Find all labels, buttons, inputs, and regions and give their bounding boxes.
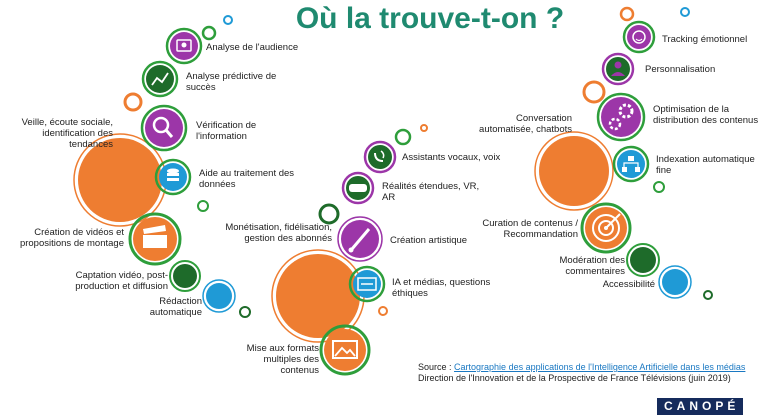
deco-ring bbox=[420, 124, 428, 132]
deco-ring bbox=[197, 200, 209, 212]
label-conversation: Conversation automatisée, chatbots bbox=[479, 113, 572, 135]
label-personnalisation: Personnalisation bbox=[645, 64, 716, 75]
bubble-predictive bbox=[141, 60, 179, 98]
label-assistants: Assistants vocaux, voix bbox=[402, 152, 501, 163]
deco-ring bbox=[223, 15, 233, 25]
page-title: Où la trouve-t-on ? bbox=[295, 2, 565, 35]
deco-ring bbox=[239, 306, 251, 318]
source-line-1: Source : Cartographie des applications d… bbox=[418, 362, 745, 373]
deco-ring bbox=[619, 6, 635, 22]
label-predictive: Analyse prédictive de succès bbox=[186, 71, 277, 93]
bubble-captation bbox=[169, 260, 201, 292]
canope-logo: CANOPÉ bbox=[657, 398, 744, 415]
label-accessibilite: Accessibilité bbox=[602, 279, 655, 290]
bubble-assistants bbox=[363, 140, 397, 174]
deco-ring bbox=[582, 80, 606, 104]
bubble-verification bbox=[140, 104, 188, 152]
bubble-conversation bbox=[534, 131, 614, 211]
source-link[interactable]: Cartographie des applications de l'Intel… bbox=[454, 362, 746, 372]
source-prefix: Source : bbox=[418, 362, 455, 372]
bubble-curation bbox=[580, 202, 632, 254]
label-formats: Mise aux formats multiples des contenus bbox=[246, 343, 319, 376]
label-moderation: Modération des commentaires bbox=[559, 255, 625, 277]
deco-ring bbox=[680, 7, 690, 17]
deco-ring bbox=[394, 128, 412, 146]
label-curation: Curation de contenus / Recommandation bbox=[482, 218, 578, 240]
bubble-formats bbox=[319, 324, 371, 376]
label-redaction: Rédaction automatique bbox=[149, 296, 202, 318]
label-creation-video: Création de vidéos et propositions de mo… bbox=[19, 227, 124, 249]
bubble-tracking bbox=[622, 20, 656, 54]
bubble-optimisation bbox=[596, 92, 646, 142]
label-captation: Captation vidéo, post-production et diff… bbox=[75, 270, 168, 292]
bubble-accessibilite bbox=[658, 265, 692, 299]
bubble-personnalisation bbox=[601, 52, 635, 86]
deco-ring bbox=[378, 306, 388, 316]
bubble-monetisation bbox=[271, 249, 365, 343]
label-xr: Réalités étendues, VR, AR bbox=[382, 181, 480, 203]
label-indexation: Indexation automatique fine bbox=[656, 154, 755, 176]
bubble-data bbox=[154, 158, 192, 196]
bubble-creation-artistique bbox=[337, 216, 383, 262]
deco-ring bbox=[703, 290, 713, 300]
bubble-xr bbox=[341, 171, 375, 205]
bubble-ethique bbox=[348, 265, 386, 303]
deco-ring bbox=[123, 92, 143, 112]
bubble-creation-video bbox=[128, 212, 182, 266]
deco-ring bbox=[201, 25, 217, 41]
deco-ring bbox=[318, 203, 340, 225]
label-data: Aide au traitement des données bbox=[199, 168, 295, 190]
label-creation-artistique: Création artistique bbox=[390, 235, 468, 246]
deco-ring bbox=[653, 181, 665, 193]
label-ethique: IA et médias, questions éthiques bbox=[392, 277, 491, 299]
source-line-2: Direction de l'Innovation et de la Prosp… bbox=[418, 373, 731, 383]
bubble-indexation bbox=[612, 145, 650, 183]
label-audience: Analyse de l'audience bbox=[206, 42, 299, 53]
bubble-audience bbox=[165, 27, 203, 65]
label-veille: Veille, écoute sociale, identification d… bbox=[21, 117, 113, 150]
source-note: Source : Cartographie des applications d… bbox=[418, 362, 745, 384]
bubble-moderation bbox=[626, 243, 660, 277]
label-optimisation: Optimisation de la distribution des cont… bbox=[653, 104, 759, 126]
label-verification: Vérification de l'information bbox=[196, 120, 257, 142]
label-monetisation: Monétisation, fidélisation, gestion des … bbox=[225, 222, 332, 244]
label-tracking: Tracking émotionnel bbox=[662, 34, 748, 45]
bubble-redaction bbox=[202, 279, 236, 313]
